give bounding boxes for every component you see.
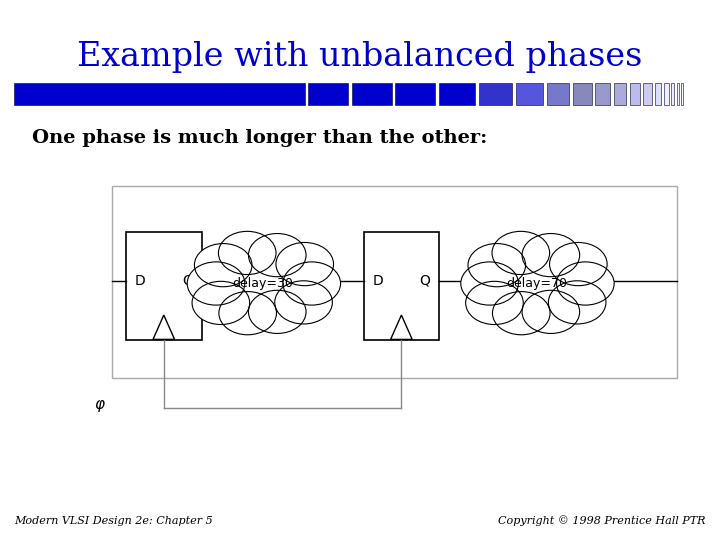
Polygon shape [390,315,412,340]
Text: delay=30: delay=30 [233,277,293,290]
Bar [351,83,392,105]
Bar [395,83,436,105]
Text: Q: Q [182,274,193,288]
Bar [112,186,677,378]
Bar [680,83,683,105]
Text: Copyright © 1998 Prentice Hall PTR: Copyright © 1998 Prentice Hall PTR [498,516,706,526]
Circle shape [466,281,523,325]
Text: delay=70: delay=70 [506,277,567,290]
Bar [516,83,543,105]
Polygon shape [153,315,174,340]
Bar [595,83,611,105]
Circle shape [275,281,333,324]
Text: D: D [135,274,145,288]
Bar [364,232,439,340]
Bar [546,83,570,105]
Circle shape [219,292,276,335]
Circle shape [218,231,276,274]
Circle shape [192,281,250,325]
Bar [438,83,475,105]
Circle shape [276,242,333,286]
Circle shape [283,262,341,305]
Bar [655,83,662,105]
Bar [671,83,675,105]
Circle shape [549,281,606,324]
Text: Example with unbalanced phases: Example with unbalanced phases [77,40,643,73]
Bar [308,83,348,105]
Circle shape [492,231,549,274]
Bar [677,83,680,105]
Ellipse shape [208,247,318,320]
Bar [479,83,512,105]
Bar [664,83,669,105]
Text: One phase is much longer than the other:: One phase is much longer than the other: [32,129,487,147]
Bar [573,83,592,105]
Bar [644,83,652,105]
Bar [629,83,640,105]
Text: φ: φ [94,397,104,413]
Circle shape [522,291,580,334]
Text: Modern VLSI Design 2e: Chapter 5: Modern VLSI Design 2e: Chapter 5 [14,516,213,526]
Bar [613,83,626,105]
Circle shape [522,233,580,276]
Circle shape [248,233,306,276]
Circle shape [468,244,526,287]
Circle shape [557,262,614,305]
Circle shape [194,244,252,287]
Circle shape [248,291,306,334]
Bar [126,232,202,340]
Text: D: D [372,274,383,288]
Circle shape [461,262,518,305]
Circle shape [549,242,607,286]
Bar [14,83,305,105]
Circle shape [187,262,245,305]
Ellipse shape [481,247,592,320]
Circle shape [492,292,550,335]
Text: Q: Q [420,274,431,288]
